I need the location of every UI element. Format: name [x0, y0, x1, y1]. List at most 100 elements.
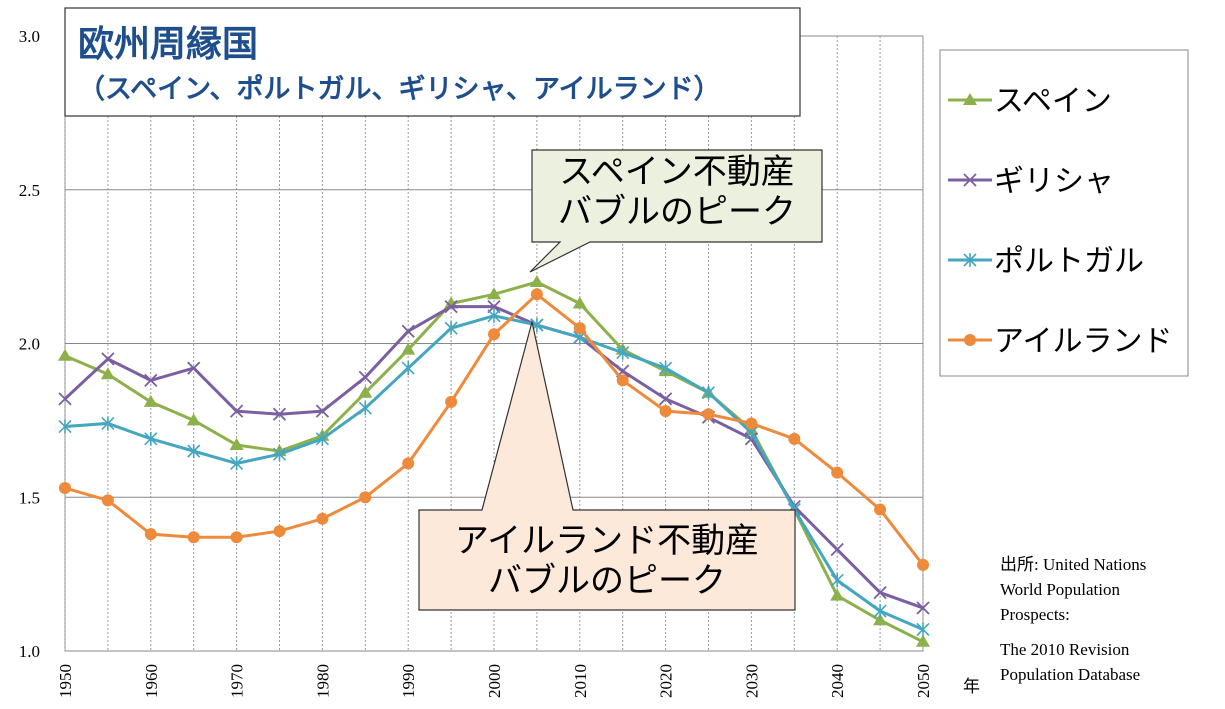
marker [272, 407, 287, 421]
x-tick-label: 1990 [399, 664, 418, 698]
marker [101, 352, 115, 366]
legend-box [939, 49, 1189, 377]
marker [101, 494, 114, 507]
x-axis-label: 年 [963, 677, 980, 696]
legend-marker [963, 93, 977, 105]
y-tick-label: 1.5 [19, 488, 40, 507]
marker [187, 531, 200, 544]
marker [316, 512, 329, 525]
marker [444, 321, 458, 336]
marker [873, 613, 888, 626]
marker [830, 588, 845, 601]
y-tick-label: 2.5 [19, 181, 40, 200]
callout-box [418, 321, 796, 611]
marker [187, 361, 201, 375]
marker [873, 585, 887, 600]
marker [745, 417, 758, 430]
callout-box [529, 149, 823, 273]
marker [529, 275, 544, 287]
marker [873, 604, 887, 619]
marker [230, 531, 243, 544]
marker [358, 370, 372, 384]
marker [874, 503, 887, 516]
marker [402, 457, 415, 470]
marker [143, 394, 158, 407]
title-box [64, 7, 801, 117]
marker [58, 348, 72, 361]
callout-text: バブルのピーク [488, 561, 726, 601]
source-text: Population Database [1000, 665, 1140, 684]
marker [144, 431, 158, 446]
x-tick-label: 2030 [742, 664, 761, 698]
marker [229, 437, 244, 450]
marker [831, 466, 844, 479]
x-tick-label: 1970 [228, 664, 247, 698]
marker [358, 385, 373, 398]
marker [616, 345, 630, 360]
legend-marker [963, 253, 977, 267]
marker [916, 622, 930, 637]
marker [58, 419, 72, 434]
marker [530, 288, 543, 301]
marker [358, 401, 372, 416]
x-tick-label: 1980 [313, 664, 332, 698]
x-tick-label: 2020 [657, 664, 676, 698]
marker [702, 408, 715, 421]
marker [230, 456, 244, 471]
marker [701, 385, 716, 400]
marker [658, 392, 673, 406]
x-tick-label: 1950 [56, 664, 75, 698]
legend-marker [964, 334, 976, 346]
x-tick-label: 2050 [914, 664, 933, 698]
marker [916, 601, 930, 615]
marker [186, 413, 201, 426]
marker [144, 528, 157, 541]
callout-text: アイルランド不動産 [455, 521, 759, 561]
marker [917, 558, 929, 571]
x-tick-label: 2010 [571, 664, 590, 698]
marker [401, 361, 415, 376]
callout-text: スペイン不動産 [559, 152, 795, 192]
chart-subtitle: （スペイン、ポルトガル、ギリシャ、アイルランド） [78, 74, 721, 105]
marker [144, 373, 158, 388]
y-tick-label: 2.0 [19, 335, 40, 354]
marker [445, 395, 458, 408]
marker [487, 287, 501, 300]
marker [100, 367, 115, 380]
x-tick-label: 2040 [828, 664, 847, 698]
marker [59, 482, 71, 495]
marker [487, 299, 501, 314]
x-tick-label: 1960 [142, 664, 161, 698]
marker [572, 296, 587, 309]
marker [487, 308, 501, 323]
marker [830, 542, 844, 557]
marker [101, 416, 115, 431]
marker [273, 525, 286, 538]
source-text: Prospects: [1000, 605, 1070, 624]
x-tick-label: 2000 [485, 664, 504, 698]
callout-text: バブルのピーク [558, 192, 796, 232]
source-text: The 2010 Revision [1000, 640, 1130, 659]
marker [616, 374, 629, 387]
legend-marker [963, 173, 977, 187]
marker [187, 444, 201, 459]
marker [659, 405, 672, 418]
marker [916, 634, 930, 647]
marker [315, 431, 329, 446]
marker [488, 328, 500, 341]
marker [58, 392, 72, 406]
marker [444, 299, 458, 314]
marker [272, 447, 287, 462]
marker [401, 324, 415, 338]
marker [830, 573, 844, 588]
marker [315, 404, 330, 418]
marker [359, 491, 372, 504]
marker [573, 322, 586, 335]
legend-label: ポルトガル [994, 244, 1144, 279]
legend-label: スペイン [994, 84, 1112, 119]
marker [659, 361, 673, 376]
marker [788, 432, 801, 445]
y-tick-label: 1.0 [19, 642, 40, 661]
source-text: World Population [1000, 580, 1120, 599]
legend-label: ギリシャ [994, 164, 1114, 199]
